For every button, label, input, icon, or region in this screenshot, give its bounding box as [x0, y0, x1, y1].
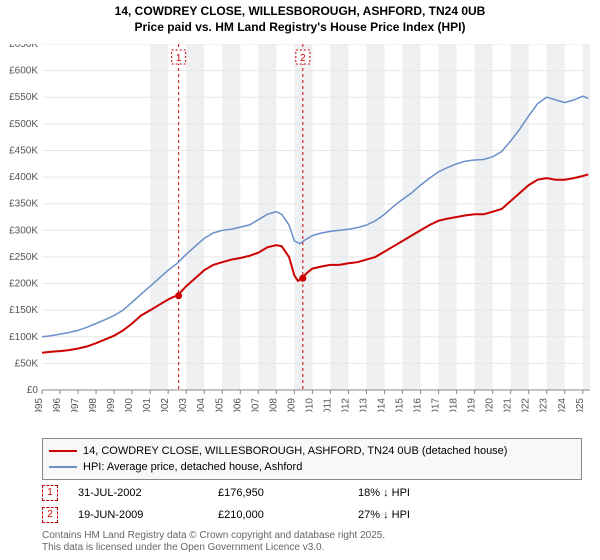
- svg-text:2002: 2002: [160, 398, 171, 412]
- svg-text:1999: 1999: [106, 398, 117, 412]
- marker-price-1: £176,950: [218, 487, 358, 499]
- svg-text:2022: 2022: [521, 398, 532, 412]
- svg-text:2008: 2008: [268, 398, 279, 412]
- svg-text:2017: 2017: [431, 398, 442, 412]
- svg-text:2020: 2020: [485, 398, 496, 412]
- svg-text:2023: 2023: [539, 398, 550, 412]
- svg-text:2021: 2021: [503, 398, 514, 412]
- marker-date-2: 19-JUN-2009: [78, 509, 218, 521]
- svg-text:£350K: £350K: [9, 199, 38, 210]
- title-line-1: 14, COWDREY CLOSE, WILLESBOROUGH, ASHFOR…: [0, 4, 600, 20]
- svg-text:£550K: £550K: [9, 92, 38, 103]
- svg-text:£400K: £400K: [9, 172, 38, 183]
- svg-text:£0: £0: [27, 385, 39, 396]
- legend-swatch-red: [49, 450, 77, 452]
- footer: Contains HM Land Registry data © Crown c…: [42, 530, 385, 554]
- svg-text:1996: 1996: [52, 398, 63, 412]
- svg-text:2011: 2011: [322, 398, 333, 412]
- marker-diff-1: 18% ↓ HPI: [358, 487, 498, 499]
- svg-text:£600K: £600K: [9, 66, 38, 77]
- legend-row-red: 14, COWDREY CLOSE, WILLESBOROUGH, ASHFOR…: [49, 443, 575, 459]
- svg-text:2018: 2018: [449, 398, 460, 412]
- svg-text:1998: 1998: [88, 398, 99, 412]
- svg-text:2: 2: [300, 53, 306, 64]
- marker-row-2: 2 19-JUN-2009 £210,000 27% ↓ HPI: [42, 504, 498, 526]
- svg-text:£50K: £50K: [15, 358, 39, 369]
- svg-text:2007: 2007: [250, 398, 261, 412]
- marker-diff-2: 27% ↓ HPI: [358, 509, 498, 521]
- footer-line-2: This data is licensed under the Open Gov…: [42, 542, 385, 554]
- svg-text:2013: 2013: [358, 398, 369, 412]
- marker-badge-1: 1: [42, 485, 58, 501]
- chart-svg: £0 £50K £100K £150K £200K £250K £300K £350K £400…: [2, 44, 590, 412]
- marker-badge-2: 2: [42, 507, 58, 523]
- svg-text:2019: 2019: [467, 398, 478, 412]
- svg-text:£500K: £500K: [9, 119, 38, 130]
- svg-text:2004: 2004: [196, 398, 207, 412]
- svg-text:£100K: £100K: [9, 332, 38, 343]
- svg-text:2005: 2005: [214, 398, 225, 412]
- svg-text:£250K: £250K: [9, 252, 38, 263]
- svg-text:1: 1: [176, 53, 182, 64]
- svg-text:2001: 2001: [142, 398, 153, 412]
- svg-text:2000: 2000: [124, 398, 135, 412]
- svg-text:£650K: £650K: [9, 44, 38, 50]
- svg-text:1997: 1997: [70, 398, 81, 412]
- svg-text:£450K: £450K: [9, 145, 38, 156]
- svg-text:2012: 2012: [340, 398, 351, 412]
- legend-row-blue: HPI: Average price, detached house, Ashf…: [49, 459, 575, 475]
- svg-text:£200K: £200K: [9, 279, 38, 290]
- svg-text:£150K: £150K: [9, 305, 38, 316]
- legend-box: 14, COWDREY CLOSE, WILLESBOROUGH, ASHFOR…: [42, 438, 582, 480]
- svg-text:2016: 2016: [413, 398, 424, 412]
- svg-text:1995: 1995: [34, 398, 45, 412]
- legend-swatch-blue: [49, 466, 77, 468]
- footer-line-1: Contains HM Land Registry data © Crown c…: [42, 530, 385, 542]
- marker-date-1: 31-JUL-2002: [78, 487, 218, 499]
- svg-text:2010: 2010: [304, 398, 315, 412]
- svg-text:2003: 2003: [178, 398, 189, 412]
- marker-price-2: £210,000: [218, 509, 358, 521]
- svg-text:2014: 2014: [377, 398, 388, 412]
- svg-text:2009: 2009: [286, 398, 297, 412]
- legend-label-blue: HPI: Average price, detached house, Ashf…: [83, 461, 302, 473]
- svg-text:2006: 2006: [232, 398, 243, 412]
- svg-text:2025: 2025: [575, 398, 586, 412]
- marker-row-1: 1 31-JUL-2002 £176,950 18% ↓ HPI: [42, 482, 498, 504]
- svg-text:2015: 2015: [395, 398, 406, 412]
- legend-label-red: 14, COWDREY CLOSE, WILLESBOROUGH, ASHFOR…: [83, 445, 507, 457]
- title-line-2: Price paid vs. HM Land Registry's House …: [0, 20, 600, 36]
- svg-text:2024: 2024: [557, 398, 568, 412]
- chart-area: £0£50K£100K£150K£200K£250K£300K£350K£400…: [42, 44, 590, 412]
- markers-table: 1 31-JUL-2002 £176,950 18% ↓ HPI 2 19-JU…: [42, 482, 498, 526]
- svg-text:£300K: £300K: [9, 225, 38, 236]
